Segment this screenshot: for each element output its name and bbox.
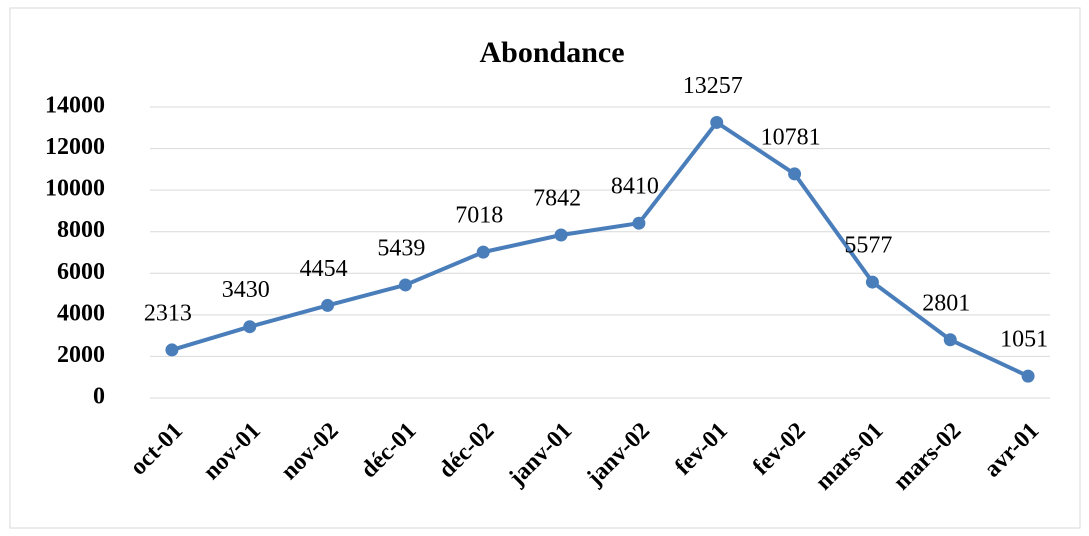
data-label: 10781 <box>761 124 821 150</box>
chart-border <box>9 7 1081 529</box>
y-tick-label: 0 <box>93 384 105 410</box>
data-label: 13257 <box>683 73 743 99</box>
data-label: 1051 <box>1000 327 1048 353</box>
data-point <box>476 245 490 259</box>
data-point <box>943 333 957 347</box>
data-point <box>398 278 412 292</box>
data-point <box>632 216 646 230</box>
data-line <box>171 120 1029 378</box>
y-tick-label: 8000 <box>57 217 105 243</box>
data-label: 5577 <box>844 233 892 259</box>
data-point <box>321 298 335 312</box>
data-point <box>710 115 724 129</box>
data-label: 3430 <box>222 277 270 303</box>
y-tick-label: 12000 <box>45 134 105 160</box>
y-tick-label: 6000 <box>57 259 105 285</box>
data-point <box>788 167 802 181</box>
data-label: 7018 <box>455 203 503 229</box>
y-tick-label: 10000 <box>45 176 105 202</box>
chart-title: Abondance <box>479 36 624 69</box>
data-label: 8410 <box>611 174 659 200</box>
y-tick-label: 4000 <box>57 300 105 326</box>
y-tick-label: 14000 <box>45 93 105 119</box>
data-point <box>1021 369 1035 383</box>
data-point <box>554 228 568 242</box>
data-point <box>165 343 179 357</box>
data-point <box>243 320 257 334</box>
y-tick-label: 2000 <box>57 342 105 368</box>
data-label: 4454 <box>300 256 348 282</box>
data-label: 2801 <box>922 290 970 316</box>
data-label: 5439 <box>377 235 425 261</box>
data-point <box>865 275 879 289</box>
data-label: 7842 <box>533 185 581 211</box>
data-label: 2313 <box>144 300 192 326</box>
